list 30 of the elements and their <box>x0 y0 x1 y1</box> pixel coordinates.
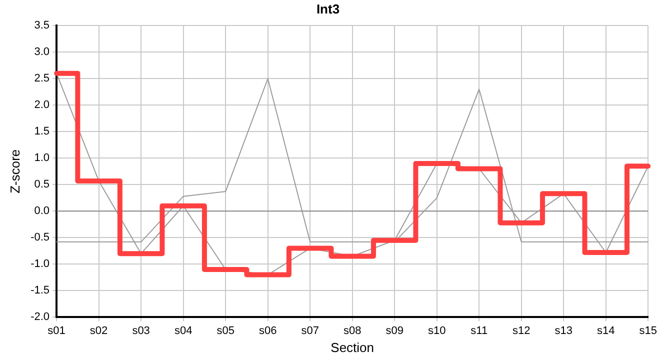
y-axis-title: Z-score <box>7 149 22 194</box>
y-tick-label: 0.0 <box>34 205 50 218</box>
y-tick-label: 3.5 <box>34 20 50 32</box>
y-tick-label: 2.0 <box>34 99 50 112</box>
x-tick-label: s06 <box>258 324 277 337</box>
x-tick-label: s02 <box>90 324 108 337</box>
y-tick-label: -1.0 <box>30 258 50 270</box>
x-tick-label: s05 <box>216 324 234 337</box>
y-tick-label: -2.0 <box>30 311 50 324</box>
x-tick-label: s04 <box>174 324 192 337</box>
y-tick-label: 1.0 <box>34 152 50 164</box>
x-tick-label: s10 <box>428 324 446 337</box>
x-tick-label: s14 <box>597 324 615 337</box>
y-tick-label: -1.5 <box>30 284 50 297</box>
x-tick-label: s07 <box>301 324 319 337</box>
y-tick-label: 1.5 <box>34 126 50 138</box>
y-tick-label: 2.5 <box>34 72 50 85</box>
x-tick-label: s09 <box>386 324 404 337</box>
x-tick-label: s15 <box>639 324 658 337</box>
x-tick-label: s13 <box>554 324 572 337</box>
x-axis-title: Section <box>330 340 374 355</box>
x-tick-label: s11 <box>470 324 488 337</box>
chart-title: Int3 <box>316 1 340 16</box>
y-tick-label: 3.0 <box>34 46 50 58</box>
x-tick-label: s01 <box>48 324 66 337</box>
y-tick-label: -0.5 <box>30 232 50 244</box>
x-tick-label: s03 <box>132 324 150 337</box>
x-tick-label: s12 <box>512 324 530 337</box>
x-tick-label: s08 <box>343 324 362 337</box>
y-tick-label: 0.5 <box>34 178 50 191</box>
